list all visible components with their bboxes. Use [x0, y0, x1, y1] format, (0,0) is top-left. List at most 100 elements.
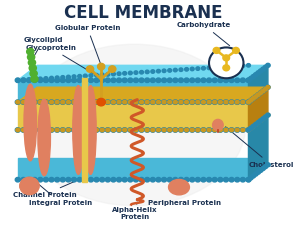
- Circle shape: [207, 78, 212, 82]
- Polygon shape: [18, 65, 268, 80]
- Circle shape: [100, 128, 104, 132]
- Circle shape: [128, 78, 133, 82]
- Circle shape: [261, 117, 265, 120]
- Circle shape: [55, 76, 59, 80]
- Circle shape: [218, 128, 222, 132]
- Text: Cholesterol: Cholesterol: [226, 127, 294, 168]
- Circle shape: [26, 78, 32, 82]
- Circle shape: [122, 128, 127, 132]
- Circle shape: [246, 178, 251, 182]
- Circle shape: [201, 100, 206, 104]
- Circle shape: [55, 100, 59, 104]
- Circle shape: [213, 48, 220, 54]
- Circle shape: [28, 59, 36, 66]
- Circle shape: [258, 119, 263, 123]
- Circle shape: [224, 65, 228, 68]
- Circle shape: [26, 178, 32, 182]
- Circle shape: [89, 128, 93, 132]
- Circle shape: [98, 63, 105, 70]
- Circle shape: [94, 78, 99, 82]
- Circle shape: [235, 178, 240, 182]
- Circle shape: [60, 78, 65, 82]
- Circle shape: [150, 128, 155, 132]
- Circle shape: [140, 70, 143, 74]
- Circle shape: [78, 128, 82, 132]
- Circle shape: [60, 128, 65, 132]
- Circle shape: [38, 128, 43, 132]
- Circle shape: [246, 100, 251, 104]
- Circle shape: [254, 172, 258, 176]
- Circle shape: [266, 86, 270, 89]
- Text: Glycoprotein: Glycoprotein: [25, 45, 96, 75]
- Circle shape: [266, 63, 270, 67]
- Circle shape: [157, 128, 160, 132]
- Circle shape: [202, 100, 206, 104]
- Circle shape: [100, 178, 105, 182]
- Circle shape: [246, 128, 251, 132]
- Circle shape: [94, 74, 98, 77]
- Circle shape: [173, 78, 178, 82]
- Text: Globular Protein: Globular Protein: [55, 24, 120, 63]
- Circle shape: [224, 128, 228, 132]
- Circle shape: [261, 89, 265, 93]
- Circle shape: [224, 100, 228, 104]
- Circle shape: [50, 128, 53, 132]
- Circle shape: [50, 76, 53, 80]
- Circle shape: [201, 178, 206, 182]
- Circle shape: [266, 163, 270, 167]
- Circle shape: [178, 78, 184, 82]
- Circle shape: [173, 100, 178, 104]
- Circle shape: [251, 124, 255, 128]
- Circle shape: [259, 119, 262, 122]
- Polygon shape: [248, 87, 268, 130]
- Circle shape: [55, 100, 60, 104]
- Circle shape: [266, 113, 270, 117]
- Circle shape: [49, 100, 54, 104]
- Circle shape: [157, 100, 160, 104]
- Circle shape: [89, 74, 93, 77]
- Circle shape: [184, 100, 188, 104]
- Ellipse shape: [38, 99, 50, 176]
- Circle shape: [249, 126, 253, 130]
- Circle shape: [100, 73, 104, 76]
- Circle shape: [15, 100, 20, 104]
- Circle shape: [207, 100, 212, 104]
- Circle shape: [173, 128, 178, 132]
- Circle shape: [261, 117, 265, 121]
- Circle shape: [230, 128, 233, 132]
- Circle shape: [55, 128, 59, 132]
- Circle shape: [167, 128, 172, 132]
- Circle shape: [66, 100, 71, 104]
- Circle shape: [145, 128, 149, 132]
- Circle shape: [240, 178, 245, 182]
- Circle shape: [66, 78, 71, 82]
- Circle shape: [100, 128, 105, 132]
- Circle shape: [67, 75, 70, 79]
- Circle shape: [105, 128, 110, 132]
- Circle shape: [190, 128, 194, 132]
- Circle shape: [117, 72, 121, 76]
- Circle shape: [235, 64, 239, 68]
- Circle shape: [207, 128, 212, 132]
- Circle shape: [29, 65, 36, 71]
- Circle shape: [117, 100, 122, 104]
- Circle shape: [15, 128, 20, 132]
- Circle shape: [168, 100, 172, 104]
- Circle shape: [263, 87, 268, 91]
- Circle shape: [229, 128, 234, 132]
- Circle shape: [223, 55, 230, 61]
- Circle shape: [128, 71, 132, 75]
- Circle shape: [258, 91, 263, 95]
- Circle shape: [156, 78, 161, 82]
- Circle shape: [254, 95, 258, 98]
- Circle shape: [254, 122, 258, 126]
- Circle shape: [151, 100, 155, 104]
- Circle shape: [261, 67, 265, 71]
- Circle shape: [44, 178, 48, 182]
- Circle shape: [123, 72, 127, 75]
- Circle shape: [254, 94, 258, 98]
- Circle shape: [184, 78, 189, 82]
- Circle shape: [156, 100, 161, 104]
- Circle shape: [254, 123, 258, 126]
- Circle shape: [247, 64, 250, 67]
